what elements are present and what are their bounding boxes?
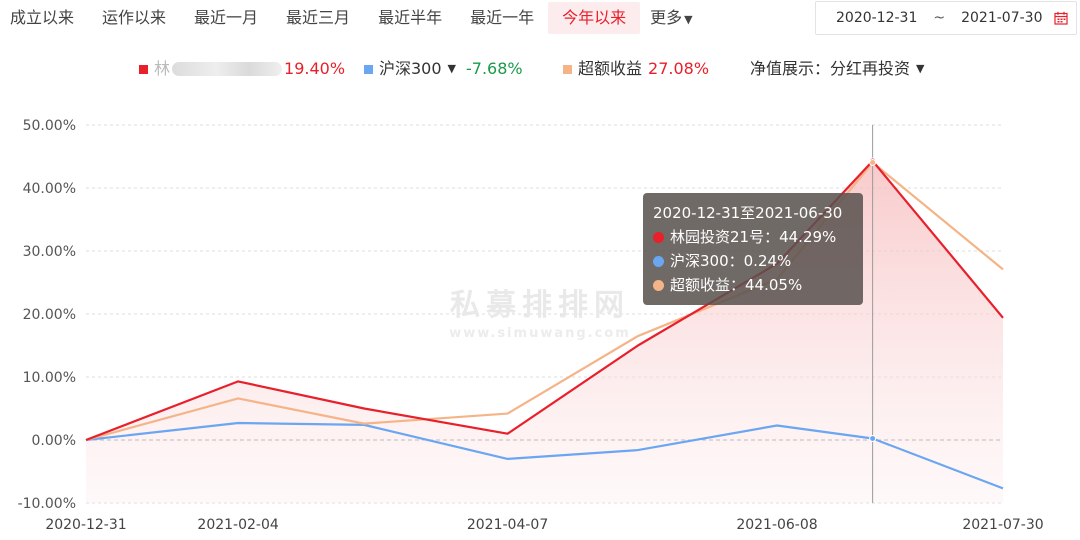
fund-area-fill — [86, 160, 1003, 503]
legend-excess-swatch — [563, 64, 572, 74]
y-tick-label: 20.00% — [23, 307, 76, 323]
more-dropdown[interactable]: 更多 ▼ — [640, 2, 702, 34]
crosshair — [869, 125, 877, 503]
tooltip-index-text: 沪深300：0.24% — [670, 252, 792, 270]
tooltip-fund-text: 林园投资21号：44.29% — [670, 228, 837, 246]
start-date[interactable]: 2020-12-31 — [836, 10, 918, 26]
tab-last-month[interactable]: 最近一月 — [194, 8, 259, 27]
chart-area: 50.00% 40.00% 30.00% 20.00% 10.00% 0.00% -10.0… — [18, 118, 1044, 533]
y-tick-label: -10.00% — [18, 496, 76, 512]
legend-excess-value: 27.08% — [648, 59, 710, 78]
legend-fund-value: 19.40% — [284, 59, 346, 78]
legend-fund-swatch — [139, 64, 148, 74]
fund-area — [86, 160, 1003, 503]
tooltip-row-fund: 林园投资21号：44.29% — [653, 225, 853, 249]
tooltip-dot-index — [653, 255, 664, 267]
legend-fund-name-prefix: 林 — [154, 59, 171, 78]
x-tick-label: 2021-02-04 — [197, 517, 278, 533]
end-date[interactable]: 2021-07-30 — [961, 10, 1043, 26]
display-mode-label: 净值展示：分红再投资 — [750, 59, 911, 78]
legend-excess[interactable]: 超额收益 27.08% — [563, 56, 709, 82]
tooltip-row-excess: 超额收益：44.05% — [653, 273, 853, 297]
legend-excess-name: 超额收益 — [578, 59, 643, 78]
watermark: 私募排排网 www.simuwang.com — [449, 288, 631, 341]
tab-since-inception[interactable]: 成立以来 — [10, 8, 75, 27]
series-line — [85, 161, 1004, 442]
legend-fund[interactable]: 林 19.40% — [139, 56, 345, 82]
date-separator: ~ — [933, 10, 946, 26]
y-tick-label: 30.00% — [23, 244, 76, 260]
tooltip-row-index: 沪深300：0.24% — [653, 249, 853, 273]
legend-index-value: -7.68% — [466, 59, 523, 78]
x-tick-label: 2021-07-30 — [962, 517, 1043, 533]
series-lines — [85, 159, 1004, 490]
more-label: 更多 — [650, 8, 683, 27]
legend-index-name: 沪深300 — [379, 59, 442, 78]
blurred-fund-name — [172, 62, 283, 76]
y-tick-label: 50.00% — [23, 118, 76, 134]
y-tick-label: 10.00% — [23, 370, 76, 386]
tooltip-dot-fund — [653, 231, 664, 243]
watermark-sub: www.simuwang.com — [449, 326, 631, 341]
tooltip-dot-excess — [653, 279, 664, 291]
legend-index-swatch — [364, 64, 373, 74]
tooltip: 2020-12-31至2021-06-30 林园投资21号：44.29% 沪深3… — [643, 193, 863, 305]
tab-year-to-date[interactable]: 今年以来 — [548, 2, 641, 34]
x-tick-label: 2020-12-31 — [45, 517, 126, 533]
x-tick-label: 2021-04-07 — [467, 517, 548, 533]
tab-last-half-year[interactable]: 最近半年 — [378, 8, 443, 27]
tab-last-year[interactable]: 最近一年 — [470, 8, 535, 27]
chart-legend: 林 19.40% 沪深300 ▼ -7.68% 超额收益 27.08% 净值展示… — [0, 56, 1080, 82]
series-line — [85, 421, 1004, 490]
tab-since-operation[interactable]: 运作以来 — [102, 8, 167, 27]
index-caret-down-icon[interactable]: ▼ — [447, 62, 457, 75]
date-range-picker[interactable]: 2020-12-31 ~ 2021-07-30 — [815, 1, 1077, 35]
tooltip-title: 2020-12-31至2021-06-30 — [653, 204, 843, 222]
tooltip-excess-text: 超额收益：44.05% — [670, 276, 803, 294]
y-tick-label: 0.00% — [32, 433, 76, 449]
period-tabs: 成立以来 运作以来 最近一月 最近三月 最近半年 最近一年 今年以来 更多 ▼ — [0, 0, 703, 36]
display-mode-caret-icon: ▼ — [916, 62, 925, 75]
y-tick-label: 40.00% — [23, 181, 76, 197]
display-mode-select[interactable]: 净值展示：分红再投资 ▼ — [750, 56, 924, 82]
y-axis-ticks: 50.00% 40.00% 30.00% 20.00% 10.00% 0.00% -10.0… — [18, 118, 76, 512]
x-tick-label: 2021-06-08 — [736, 517, 817, 533]
x-axis-ticks: 2020-12-31 2021-02-04 2021-04-07 2021-06-08… — [45, 517, 1043, 533]
tab-last-three-months[interactable]: 最近三月 — [286, 8, 351, 27]
calendar-icon[interactable] — [1054, 11, 1068, 25]
crosshair-point — [869, 158, 877, 166]
caret-down-icon: ▼ — [684, 13, 693, 26]
legend-index[interactable]: 沪深300 ▼ -7.68% — [364, 56, 523, 82]
crosshair-point — [869, 434, 877, 442]
series-line — [85, 159, 1004, 442]
watermark-main: 私募排排网 — [450, 288, 630, 323]
